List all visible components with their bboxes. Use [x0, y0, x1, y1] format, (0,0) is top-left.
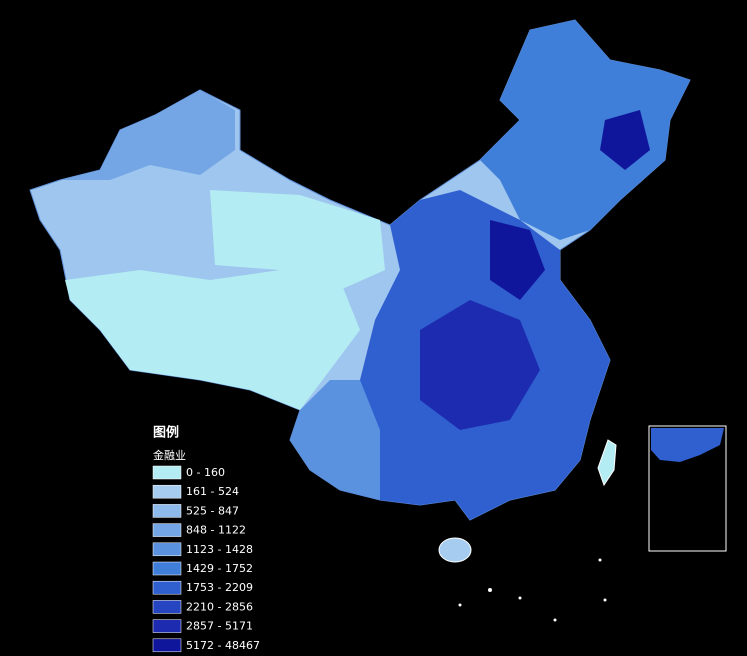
islands [458, 558, 607, 622]
inset-mainland [651, 428, 724, 462]
legend-swatch [152, 600, 182, 614]
tibet-region [65, 270, 360, 410]
southwest [290, 380, 380, 500]
legend-label: 2857 - 5171 [186, 620, 253, 633]
legend-label: 161 - 524 [186, 485, 239, 498]
legend-items: 0 - 160 161 - 524 525 - 847 848 - 1122 1123 … [152, 465, 260, 653]
legend-title: 图例 [153, 425, 179, 441]
legend-label: 848 - 1122 [186, 524, 246, 537]
hainan [438, 537, 472, 563]
northeast [480, 20, 690, 240]
qinghai-region [210, 190, 385, 290]
legend-label: 1123 - 1428 [186, 543, 253, 556]
legend-swatch [152, 619, 182, 633]
legend-label: 525 - 847 [186, 504, 239, 517]
legend-swatch [152, 523, 182, 537]
legend-swatch [152, 542, 182, 557]
legend-swatch [152, 504, 182, 518]
central-dark [420, 300, 540, 430]
legend-swatch [152, 561, 182, 576]
coast-dark [490, 220, 545, 300]
legend-label: 0 - 160 [186, 466, 225, 479]
xinjiang-north [60, 90, 235, 180]
legend-swatch [152, 465, 182, 480]
legend-swatch [152, 638, 182, 653]
legend-swatch [152, 580, 182, 595]
legend-swatch [152, 484, 182, 499]
taiwan [597, 439, 617, 487]
legend-label: 5172 - 48467 [186, 639, 260, 652]
legend-label: 1429 - 1752 [186, 562, 253, 575]
legend-label: 2210 - 2856 [186, 600, 253, 613]
inset-frame [648, 425, 727, 552]
heilongjiang-dark [600, 110, 650, 170]
legend-label: 1753 - 2209 [186, 581, 253, 594]
legend-subtitle: 金融业 [153, 448, 186, 462]
